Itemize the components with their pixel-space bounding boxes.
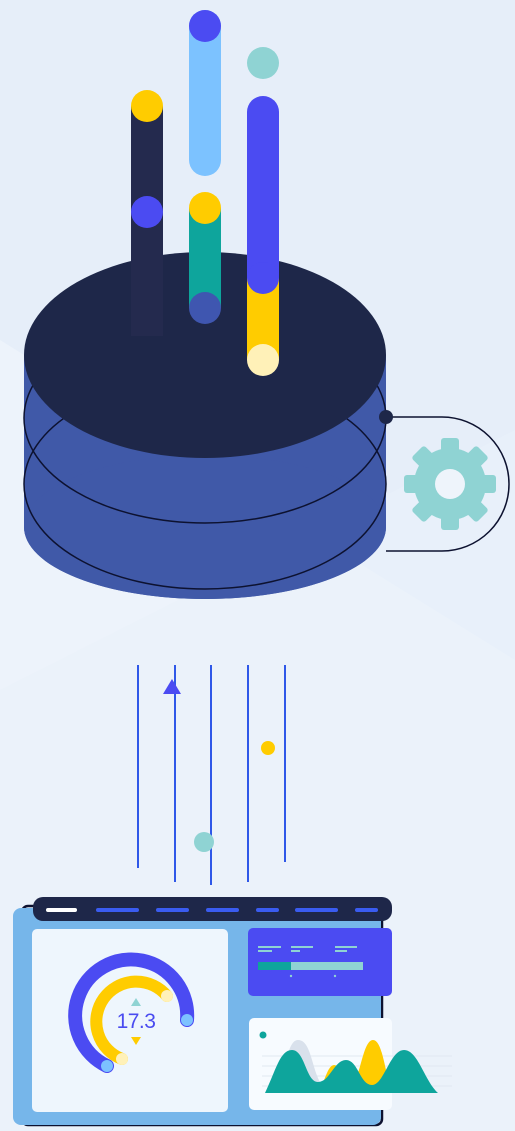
gauge-value: 17.3 (116, 1010, 156, 1033)
gauge-outer-arc (68, 952, 195, 1073)
database-icon (23, 252, 387, 599)
gauge-icon (68, 952, 195, 1073)
table-dots (289, 974, 337, 978)
gear-connector (379, 410, 510, 552)
gauge-down-marker (131, 1037, 141, 1045)
chart-legend-dot (259, 1031, 267, 1039)
bar-teal-cap-bottom (189, 292, 221, 324)
dashboard-window (13, 897, 452, 1127)
floating-yellow-dot (261, 741, 275, 755)
data-bars (131, 10, 279, 376)
floating-mint-dot-small (194, 832, 214, 852)
bar-teal-cap-top (189, 192, 221, 224)
table-header-lines (258, 946, 357, 952)
table-row-teal (258, 962, 291, 970)
cylinder-top (24, 252, 386, 458)
area-chart-icon (259, 1031, 452, 1093)
bar-yellow-cap-top (247, 262, 279, 294)
bar-navy-dot (131, 196, 163, 228)
area-series-teal (265, 1050, 438, 1093)
gauge-up-marker (131, 998, 141, 1006)
floating-mint-dot (247, 47, 279, 79)
table-row-light (291, 962, 363, 970)
bar-yellow-cap-bottom (247, 344, 279, 376)
gear-icon (404, 438, 496, 530)
bar-light-blue-cap (189, 10, 221, 42)
up-arrow-icon (163, 679, 181, 694)
bar-navy-cap-top (131, 90, 163, 122)
gauge-inner-arc (90, 975, 173, 1065)
